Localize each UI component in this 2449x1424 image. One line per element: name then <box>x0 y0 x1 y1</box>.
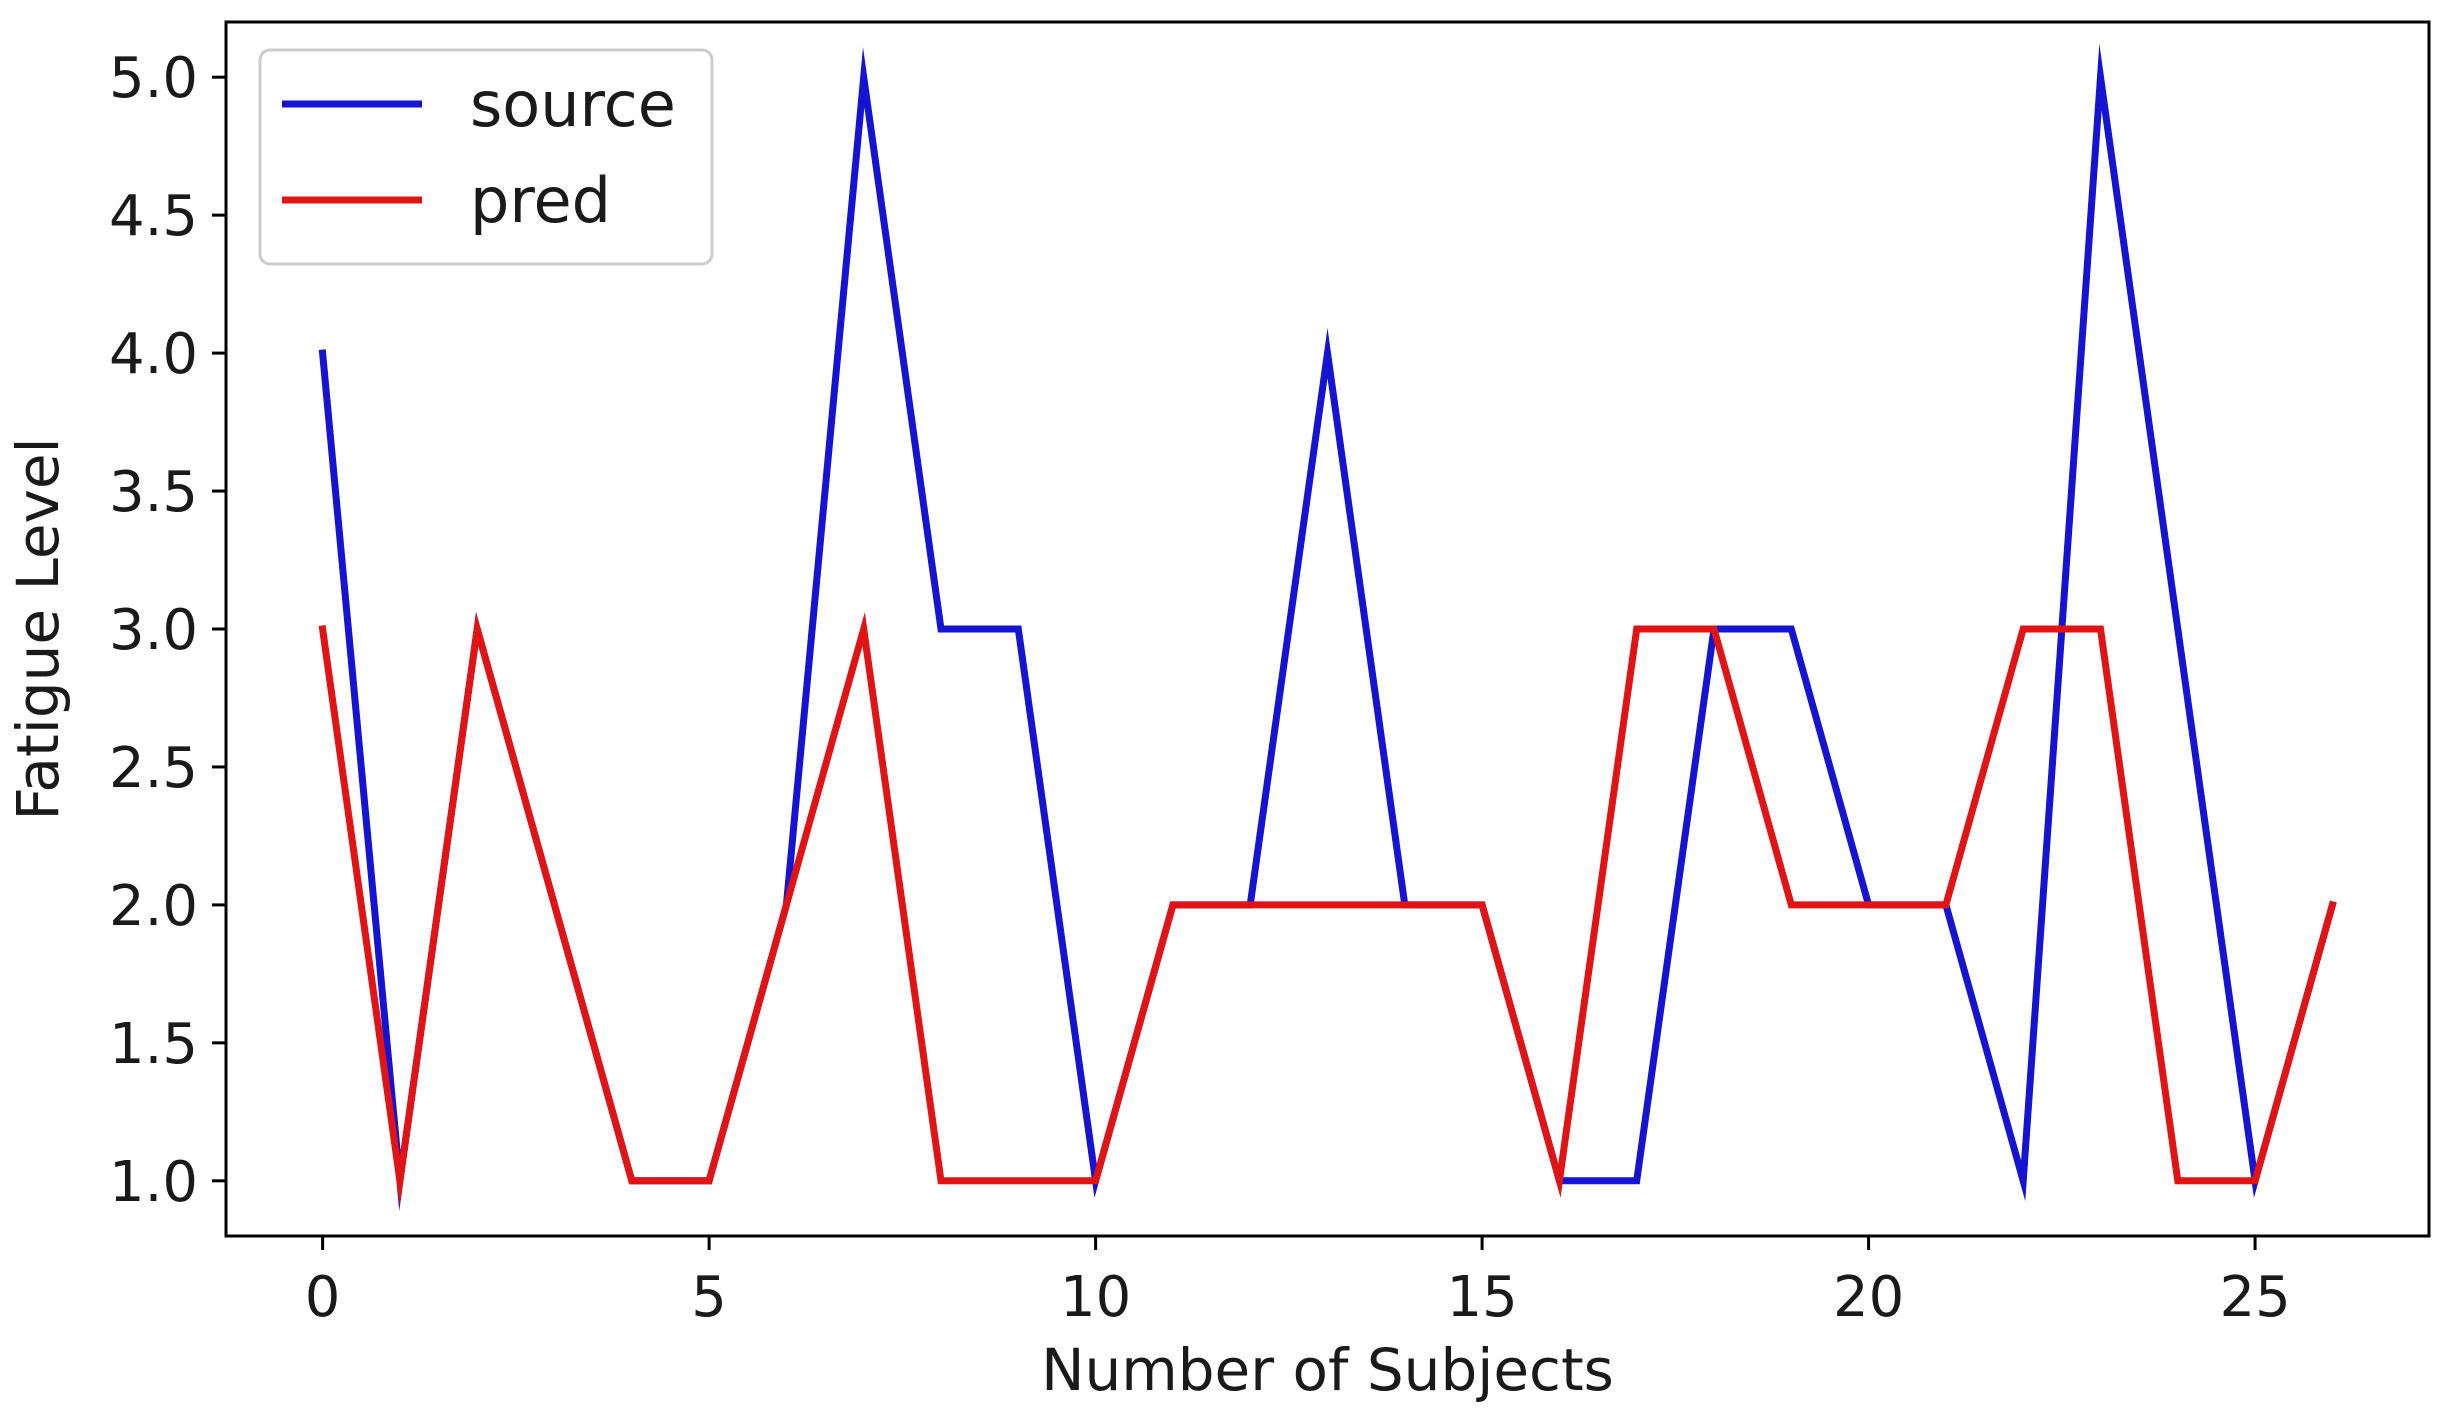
y-tick-label: 4.0 <box>109 322 198 387</box>
y-tick-label: 5.0 <box>109 46 198 111</box>
x-axis: 0 5 10 15 20 25 <box>305 1236 2291 1330</box>
y-tick-label: 2.5 <box>109 736 198 801</box>
y-tick-label: 4.5 <box>109 184 198 249</box>
series-line-pred <box>318 611 2337 1207</box>
legend: source pred <box>258 48 714 266</box>
y-tick-label: 1.0 <box>109 1150 198 1215</box>
y-tick-label: 1.5 <box>109 1012 198 1077</box>
y-tick-label: 3.5 <box>109 460 198 525</box>
x-tick-label: 5 <box>691 1265 727 1330</box>
plot-area <box>318 43 2337 1211</box>
x-tick-label: 25 <box>2219 1265 2290 1330</box>
x-tick-label: 15 <box>1446 1265 1517 1330</box>
x-tick-label: 20 <box>1833 1265 1904 1330</box>
legend-label-pred: pred <box>470 164 611 237</box>
y-tick-label: 3.0 <box>109 598 198 663</box>
x-tick-label: 0 <box>305 1265 341 1330</box>
legend-label-source: source <box>470 68 676 141</box>
x-axis-label: Number of Subjects <box>1041 1336 1614 1404</box>
x-tick-label: 10 <box>1060 1265 1131 1330</box>
y-axis: 1.0 1.5 2.0 2.5 3.0 3.5 4.0 4.5 5.0 <box>109 46 226 1215</box>
y-tick-label: 2.0 <box>109 874 198 939</box>
plot-frame <box>224 20 2431 1238</box>
y-axis-label: Fatigue Level <box>4 437 72 820</box>
